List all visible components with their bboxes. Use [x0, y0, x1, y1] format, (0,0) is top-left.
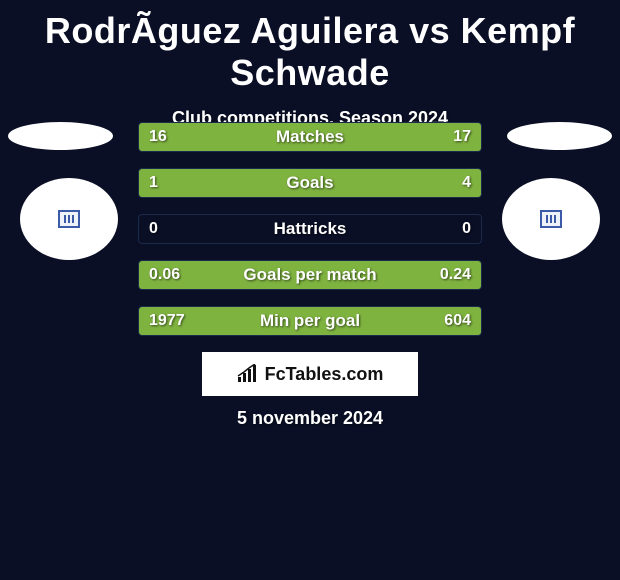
player-left-nation-oval: [8, 122, 113, 150]
stat-value-right: 4: [452, 169, 481, 197]
stat-value-right: 604: [434, 307, 481, 335]
stat-label: Hattricks: [139, 215, 481, 243]
stat-label: Min per goal: [139, 307, 481, 335]
stat-value-right: 0.24: [430, 261, 481, 289]
brand-box[interactable]: FcTables.com: [202, 352, 418, 396]
stat-row: 0 Hattricks 0: [138, 214, 482, 244]
date-text: 5 november 2024: [0, 408, 620, 429]
club-shield-icon: [58, 210, 80, 228]
stats-bars: 16 Matches 17 1 Goals 4 0 Hattricks 0 0.…: [138, 122, 482, 352]
page-title: RodrÃ­guez Aguilera vs Kempf Schwade: [0, 0, 620, 94]
player-left-club-circle: [20, 178, 118, 260]
club-shield-icon: [540, 210, 562, 228]
stat-value-right: 0: [452, 215, 481, 243]
brand-chart-icon: [237, 364, 261, 384]
stat-label: Goals: [139, 169, 481, 197]
stat-label: Matches: [139, 123, 481, 151]
brand-text: FcTables.com: [265, 364, 384, 385]
stat-row: 0.06 Goals per match 0.24: [138, 260, 482, 290]
stat-row: 16 Matches 17: [138, 122, 482, 152]
stat-value-right: 17: [443, 123, 481, 151]
stat-row: 1 Goals 4: [138, 168, 482, 198]
player-right-club-circle: [502, 178, 600, 260]
stat-row: 1977 Min per goal 604: [138, 306, 482, 336]
player-right-nation-oval: [507, 122, 612, 150]
